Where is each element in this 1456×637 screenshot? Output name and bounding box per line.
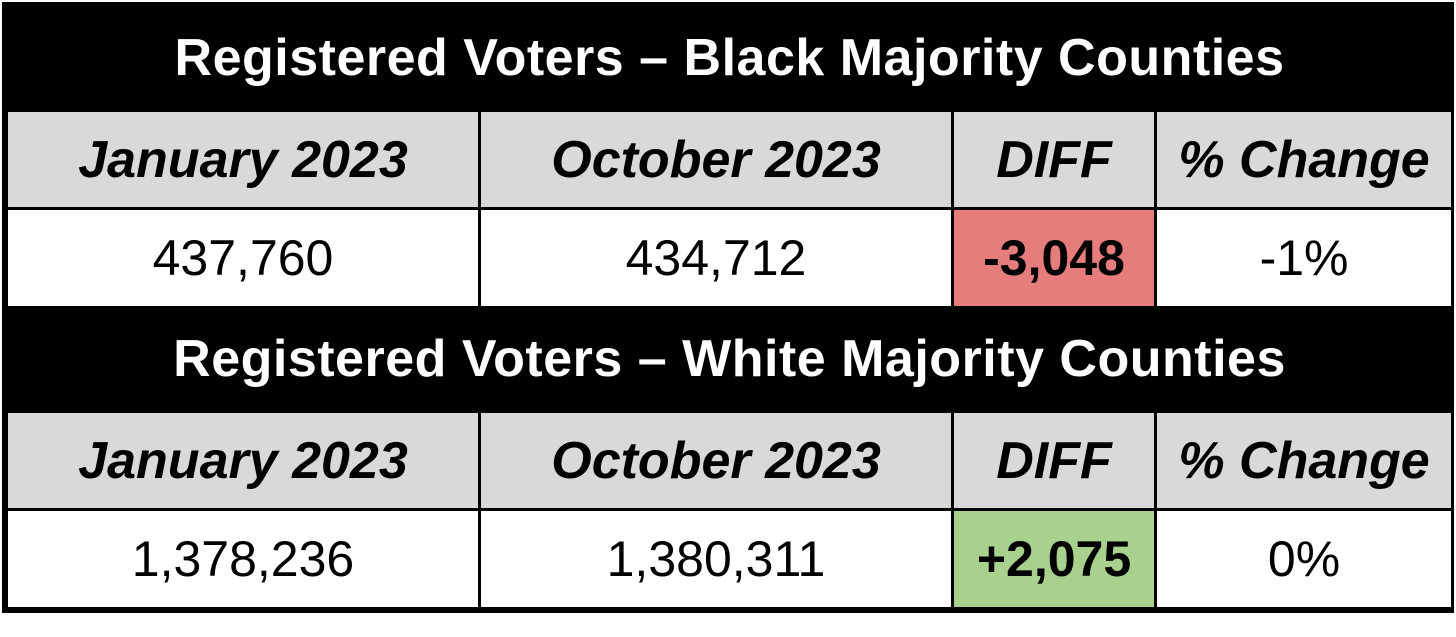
- value-pct-change: -1%: [1153, 207, 1455, 309]
- voter-registration-table: Registered Voters – Black Majority Count…: [4, 5, 1455, 610]
- section-title-row: Registered Voters – Black Majority Count…: [4, 5, 1455, 112]
- header-diff: DIFF: [951, 108, 1157, 211]
- header-diff: DIFF: [951, 409, 1157, 512]
- header-pct-change: % Change: [1153, 409, 1455, 512]
- value-row: 437,760 434,712 -3,048 -1%: [5, 207, 1455, 309]
- value-january: 1,378,236: [5, 508, 481, 610]
- voter-registration-table-container: Registered Voters – Black Majority Count…: [2, 2, 1455, 613]
- value-diff-negative: -3,048: [951, 207, 1157, 309]
- value-october: 1,380,311: [478, 508, 954, 610]
- value-row: 1,378,236 1,380,311 +2,075 0%: [5, 508, 1455, 610]
- header-october: October 2023: [478, 409, 954, 512]
- value-october: 434,712: [478, 207, 954, 309]
- section-title-black-majority: Registered Voters – Black Majority Count…: [4, 5, 1455, 112]
- value-january: 437,760: [5, 207, 481, 309]
- value-pct-change: 0%: [1153, 508, 1455, 610]
- value-diff-positive: +2,075: [951, 508, 1157, 610]
- section-title-row: Registered Voters – White Majority Count…: [4, 305, 1455, 413]
- header-january: January 2023: [5, 409, 481, 512]
- header-october: October 2023: [478, 108, 954, 211]
- header-pct-change: % Change: [1153, 108, 1455, 211]
- header-january: January 2023: [5, 108, 481, 211]
- section-title-white-majority: Registered Voters – White Majority Count…: [4, 305, 1455, 413]
- column-header-row: January 2023 October 2023 DIFF % Change: [5, 108, 1455, 211]
- column-header-row: January 2023 October 2023 DIFF % Change: [5, 409, 1455, 512]
